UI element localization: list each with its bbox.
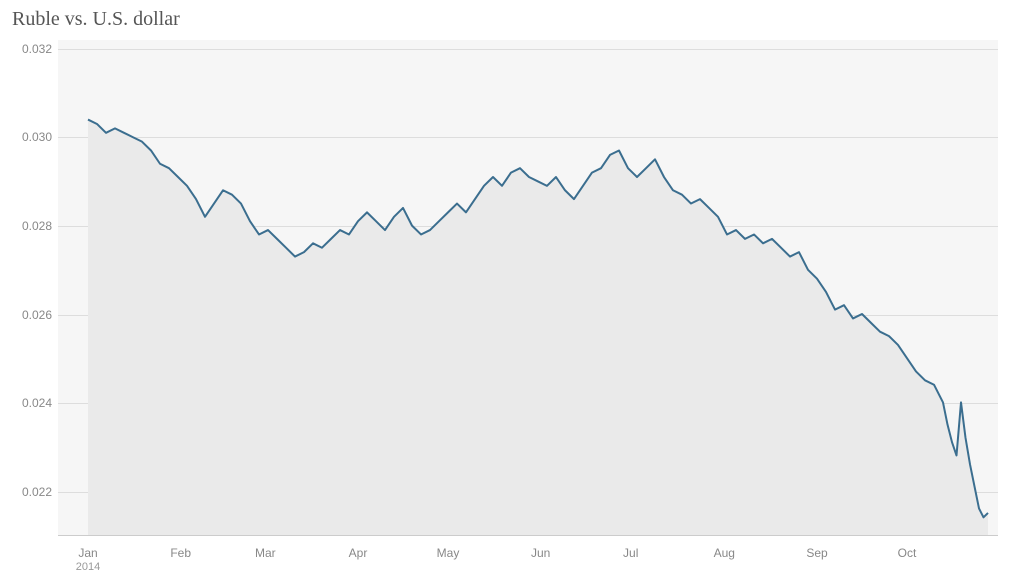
y-axis: 0.022 0.024 0.026 0.028 0.030 0.032 (0, 40, 58, 536)
x-tick-label: Oct (898, 546, 917, 560)
y-tick-label: 0.032 (22, 42, 52, 56)
y-tick-label: 0.024 (22, 396, 52, 410)
x-tick-label: Apr (349, 546, 368, 560)
chart-title: Ruble vs. U.S. dollar (12, 8, 180, 31)
x-tick-label: May (437, 546, 460, 560)
x-tick-label: Aug (714, 546, 735, 560)
x-tick-label: Feb (170, 546, 191, 560)
plot-area (58, 40, 998, 536)
x-axis: Jan2014 Feb Mar Apr May Jun Jul Aug Sep Oct (58, 536, 998, 576)
chart-container: 0.022 0.024 0.026 0.028 0.030 0.032 Jan2014 Fe… (0, 40, 1024, 576)
x-tick-label: Mar (255, 546, 276, 560)
y-tick-label: 0.026 (22, 308, 52, 322)
x-tick-label: Sep (806, 546, 827, 560)
line-series (58, 40, 998, 535)
y-tick-label: 0.022 (22, 485, 52, 499)
x-tick-label: Jul (623, 546, 638, 560)
x-tick-label: Jan2014 (76, 546, 100, 573)
x-tick-label: Jun (531, 546, 550, 560)
y-tick-label: 0.030 (22, 130, 52, 144)
y-tick-label: 0.028 (22, 219, 52, 233)
